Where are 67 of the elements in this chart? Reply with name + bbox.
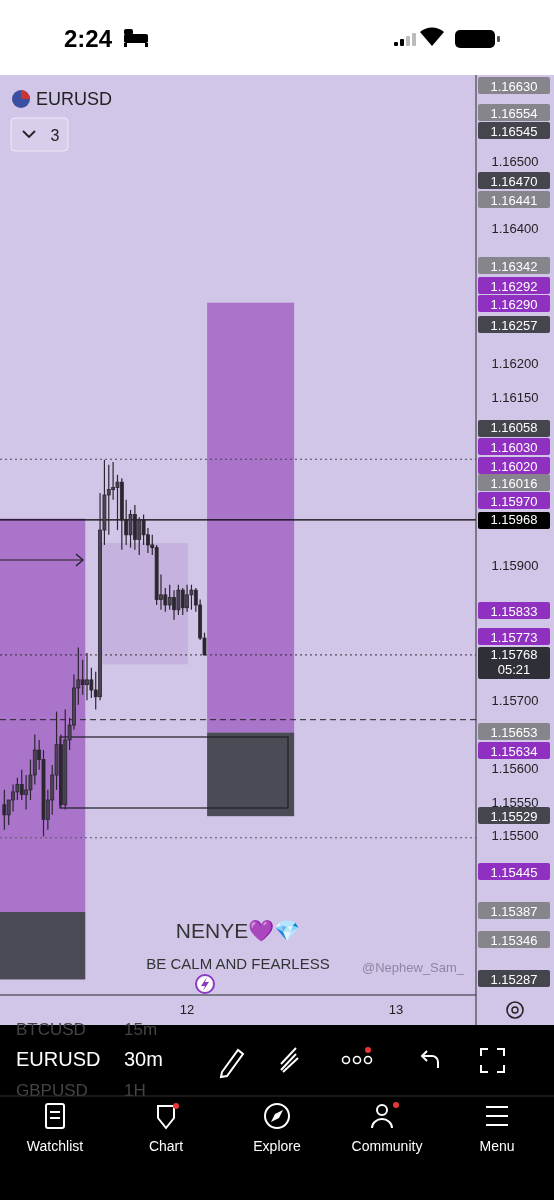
- candlestick: [2, 789, 7, 831]
- text: 1.15529: [490, 808, 538, 824]
- candlestick: [167, 584, 172, 611]
- candlestick: [111, 461, 116, 501]
- text: 1.16030: [490, 439, 538, 455]
- candlestick: [180, 587, 185, 616]
- text: 1.16342: [490, 258, 538, 274]
- text: EURUSD: [36, 89, 113, 109]
- text: 1.15287: [490, 971, 538, 987]
- text: 1.16441: [490, 192, 538, 208]
- annotation: BE CALM AND FEARLESS: [146, 955, 330, 972]
- y-tick-label: 1.16150: [491, 389, 539, 405]
- candlestick: [176, 584, 181, 616]
- y-tick-label: 1.15550: [491, 794, 539, 810]
- text: 1.15346: [490, 932, 538, 948]
- annotation: 3: [50, 127, 60, 144]
- bar: [0, 518, 86, 913]
- bar: [207, 302, 295, 733]
- annotation: NENYE💜💎: [175, 919, 301, 942]
- text: 1.15653: [490, 724, 538, 740]
- text: 1.15634: [490, 743, 538, 759]
- text: Chart: [148, 1138, 184, 1154]
- x-tick-label: 13: [388, 1002, 404, 1017]
- candlestick: [189, 584, 194, 611]
- ref-line-label: 1.16058: [490, 420, 538, 435]
- text: 1.16020: [490, 458, 538, 474]
- text: EURUSD: [16, 1048, 101, 1070]
- y-tick-label: 1.16200: [491, 355, 539, 371]
- text: 15m: [124, 1020, 158, 1039]
- text: 1.16292: [490, 278, 538, 294]
- y-tick-label: 1.15600: [491, 760, 539, 776]
- text: 1.16290: [490, 296, 538, 312]
- text: 1.15445: [490, 864, 538, 880]
- text: 1H: [124, 1081, 146, 1100]
- candlestick: [137, 516, 142, 556]
- text: 1.15773: [490, 629, 538, 645]
- ref-line-label: 1.15968: [490, 511, 538, 527]
- annotation: @Nephew_Sam_: [361, 960, 465, 975]
- text: 1.16630: [490, 78, 538, 94]
- text: 1.15833: [490, 603, 538, 619]
- text: Explore: [253, 1138, 301, 1154]
- candlestick: [80, 659, 85, 696]
- candlestick: [24, 774, 29, 811]
- y-tick-label: 1.15500: [491, 828, 539, 844]
- text: Watchlist: [26, 1138, 84, 1154]
- text: BTCUSD: [16, 1020, 86, 1039]
- text: 1.15387: [490, 903, 538, 919]
- y-tick-label: 1.15900: [491, 558, 539, 574]
- text: 1.16016: [490, 475, 538, 491]
- text: 30m: [124, 1048, 163, 1070]
- x-tick-label: 12: [179, 1002, 195, 1017]
- bar: [207, 732, 295, 817]
- bar: [0, 912, 86, 980]
- y-tick-label: 1.16500: [491, 153, 539, 169]
- y-tick-label: 1.15700: [491, 693, 539, 709]
- text: 2:24: [64, 25, 113, 52]
- y-tick-label: 1.16400: [491, 221, 539, 237]
- text: Community: [351, 1138, 423, 1154]
- text: 1.16554: [490, 105, 538, 121]
- text: Menu: [479, 1138, 515, 1154]
- text: 1.16257: [490, 317, 538, 333]
- candlestick: [106, 464, 111, 536]
- text: 1.16470: [490, 173, 538, 189]
- text: 1.16545: [490, 123, 538, 139]
- text: 1.15970: [490, 493, 538, 509]
- ref-line-label: 1.15768 05:21: [490, 646, 538, 677]
- text: GBPUSD: [16, 1081, 88, 1100]
